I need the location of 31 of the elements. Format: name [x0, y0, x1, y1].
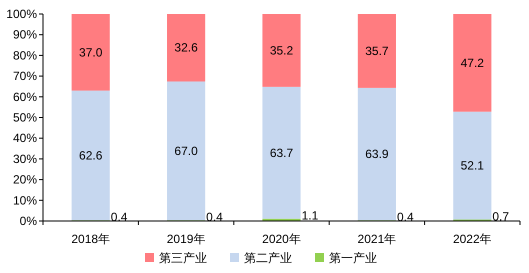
y-tick-label: 20% — [12, 172, 38, 187]
legend-label: 第二产业 — [244, 251, 292, 265]
data-label: 35.2 — [270, 43, 294, 58]
data-label: 35.7 — [365, 44, 389, 58]
y-tick-label: 40% — [12, 131, 38, 146]
data-label: 67.0 — [174, 144, 198, 158]
data-label: 1.1 — [302, 208, 319, 223]
x-tick-label: 2019年 — [166, 232, 206, 246]
data-label: 47.2 — [460, 56, 484, 70]
x-tick-label: 2020年 — [262, 232, 301, 246]
x-tick-label: 2022年 — [452, 232, 492, 246]
y-tick-label: 70% — [12, 69, 38, 84]
data-label: 52.1 — [460, 158, 484, 173]
y-tick-label: 30% — [12, 152, 38, 166]
y-tick-label: 60% — [12, 90, 38, 104]
legend-label: 第三产业 — [159, 251, 207, 265]
y-tick-label: 50% — [12, 110, 38, 124]
y-tick-label: 10% — [12, 193, 38, 208]
data-label: 63.7 — [270, 146, 294, 160]
legend-label: 第一产业 — [329, 251, 377, 265]
data-label: 63.9 — [365, 147, 389, 162]
x-tick-label: 2018年 — [71, 232, 110, 246]
y-tick-label: 0% — [20, 214, 38, 228]
y-tick-label: 90% — [12, 28, 38, 42]
y-tick-label: 100% — [6, 7, 38, 21]
data-label: 37.0 — [79, 45, 103, 60]
x-tick-label: 2021年 — [358, 232, 396, 246]
data-label: 62.6 — [79, 148, 103, 162]
y-tick-label: 80% — [12, 48, 38, 62]
data-label: 0.7 — [492, 210, 510, 224]
data-label: 32.6 — [174, 40, 198, 55]
